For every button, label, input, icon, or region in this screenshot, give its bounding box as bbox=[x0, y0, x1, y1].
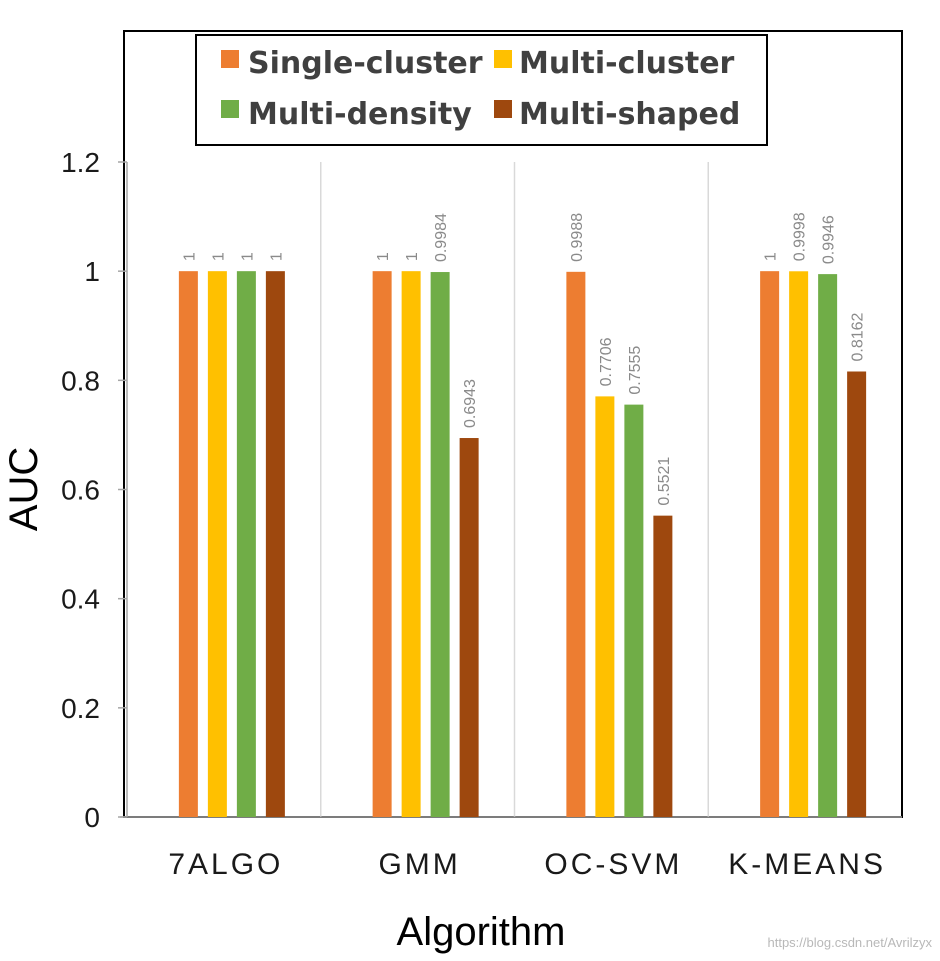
legend-label-multi-density: Multi-density bbox=[248, 97, 472, 132]
x-tick-label: 7ALGO bbox=[168, 848, 283, 881]
y-tick-label: 0 bbox=[84, 802, 100, 833]
data-label: 0.9988 bbox=[569, 213, 586, 262]
bar-single-cluster-gmm bbox=[372, 271, 392, 818]
bar-multi-density-k-means bbox=[818, 274, 838, 818]
bar-single-cluster-oc-svm bbox=[566, 271, 586, 817]
data-label: 0.5521 bbox=[656, 457, 673, 506]
x-tick-labels: 7ALGO GMM OC-SVM K-MEANS bbox=[168, 848, 886, 881]
data-label: 1 bbox=[181, 252, 198, 261]
bar-multi-shaped-gmm bbox=[459, 438, 479, 817]
data-label: 1 bbox=[210, 252, 227, 261]
data-label: 0.9946 bbox=[821, 215, 838, 264]
legend-label-multi-cluster: Multi-cluster bbox=[519, 46, 735, 81]
y-tick-label: 0.4 bbox=[61, 584, 100, 615]
bar-multi-cluster-k-means bbox=[789, 271, 809, 817]
legend-swatch-multi-cluster bbox=[494, 50, 512, 68]
data-label: 0.7706 bbox=[598, 337, 615, 386]
bar-multi-density-7algo bbox=[236, 271, 256, 818]
bar-multi-density-gmm bbox=[430, 272, 450, 817]
legend-swatch-multi-shaped bbox=[494, 100, 512, 118]
data-label: 0.6943 bbox=[462, 379, 479, 428]
bar-multi-shaped-7algo bbox=[265, 271, 285, 818]
bar-single-cluster-7algo bbox=[178, 271, 198, 818]
legend-label-single-cluster: Single-cluster bbox=[248, 46, 483, 81]
data-label: 1 bbox=[404, 252, 421, 261]
bar-multi-cluster-gmm bbox=[401, 271, 421, 818]
x-tick-label: OC-SVM bbox=[544, 848, 682, 881]
bar-multi-cluster-7algo bbox=[207, 271, 227, 818]
x-tick-label: GMM bbox=[378, 848, 460, 881]
legend: Single-cluster Multi-cluster Multi-densi… bbox=[195, 34, 768, 146]
bars-group bbox=[178, 271, 867, 818]
x-tick-label: K-MEANS bbox=[728, 848, 886, 881]
data-label: 1 bbox=[763, 252, 780, 261]
y-tick-label: 1.2 bbox=[61, 147, 100, 178]
watermark: https://blog.csdn.net/Avrilzyx bbox=[767, 935, 932, 950]
bar-multi-shaped-k-means bbox=[847, 371, 867, 817]
bar-multi-shaped-oc-svm bbox=[653, 515, 673, 817]
legend-swatch-single-cluster bbox=[221, 50, 239, 68]
y-tick-label: 0.6 bbox=[61, 475, 100, 506]
y-axis-title: AUC bbox=[2, 447, 46, 531]
x-axis-title: Algorithm bbox=[397, 910, 566, 954]
legend-box bbox=[195, 34, 768, 146]
legend-label-multi-shaped: Multi-shaped bbox=[519, 97, 740, 132]
legend-swatch-multi-density bbox=[221, 100, 239, 118]
y-tick-label: 0.8 bbox=[61, 365, 100, 396]
y-tick-label: 1 bbox=[84, 256, 100, 287]
y-tick-label: 0.2 bbox=[61, 693, 100, 724]
data-label: 1 bbox=[268, 252, 285, 261]
data-label: 0.9998 bbox=[792, 212, 809, 261]
data-labels-group: 1 1 1 1 1 1 0.9984 0.6943 0.9988 0.7706 0.7555 0.55… bbox=[181, 212, 866, 505]
bar-multi-density-oc-svm bbox=[624, 404, 644, 817]
bar-multi-cluster-oc-svm bbox=[595, 396, 615, 817]
bar-single-cluster-k-means bbox=[760, 271, 780, 818]
data-label: 0.7555 bbox=[627, 346, 644, 395]
data-label: 1 bbox=[375, 252, 392, 261]
data-label: 1 bbox=[239, 252, 256, 261]
data-label: 0.9984 bbox=[433, 213, 450, 262]
data-label: 0.8162 bbox=[850, 312, 867, 361]
category-separators bbox=[320, 162, 709, 817]
